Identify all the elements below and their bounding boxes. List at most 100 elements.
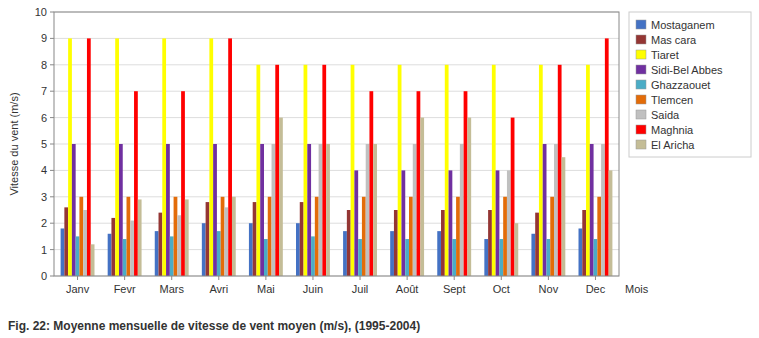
bar	[202, 223, 206, 276]
y-tick	[50, 64, 54, 65]
bar	[369, 91, 373, 276]
bar	[535, 213, 539, 276]
x-tick	[218, 276, 219, 280]
bar	[586, 65, 590, 276]
series	[87, 38, 609, 276]
x-tick-label: Juin	[303, 283, 323, 295]
y-tick-label: 3	[41, 191, 47, 203]
series	[76, 231, 598, 276]
series	[72, 144, 594, 276]
legend-swatch	[636, 140, 646, 149]
y-tick	[50, 117, 54, 118]
legend: MostaganemMas caraTiaretSidi-Bel AbbesGh…	[629, 12, 751, 157]
bar	[445, 65, 449, 276]
y-tick	[50, 12, 54, 13]
bar	[594, 239, 598, 276]
bars	[61, 38, 613, 276]
bar	[119, 144, 123, 276]
bar	[91, 244, 95, 276]
x-tick-label: Août	[396, 283, 419, 295]
bar	[108, 234, 112, 276]
x-tick	[595, 276, 596, 280]
bar	[162, 38, 166, 276]
grid-line	[54, 117, 619, 118]
bar	[362, 197, 366, 276]
bar	[181, 91, 185, 276]
x-tick-label: Janv	[66, 283, 90, 295]
bar	[366, 144, 370, 276]
bar	[322, 65, 326, 276]
bar	[343, 231, 347, 276]
y-tick	[50, 144, 54, 145]
bar	[499, 239, 503, 276]
bar	[155, 231, 159, 276]
bar	[174, 197, 178, 276]
bar	[221, 197, 225, 276]
legend-label: Saida	[651, 109, 680, 121]
y-tick-label: 5	[41, 138, 47, 150]
bar	[582, 210, 586, 276]
bar	[554, 144, 558, 276]
bar	[351, 65, 355, 276]
x-tick-label: Juil	[352, 283, 369, 295]
bar	[304, 65, 308, 276]
grid-line	[54, 196, 619, 197]
series	[68, 38, 590, 276]
legend-label: Ghazzaouet	[651, 79, 710, 91]
chart-title: Fig. 22: Moyenne mensuelle de vitesse de…	[8, 319, 420, 333]
y-tick-label: 8	[41, 59, 47, 71]
y-tick	[50, 91, 54, 92]
bar	[260, 144, 264, 276]
bar	[206, 202, 210, 276]
bar	[326, 144, 330, 276]
bar	[315, 197, 319, 276]
bar	[272, 144, 276, 276]
bar	[417, 91, 421, 276]
bar	[213, 144, 217, 276]
bar	[79, 197, 83, 276]
bar	[492, 65, 496, 276]
grid-line	[54, 64, 619, 65]
bar	[249, 223, 253, 276]
x-tick-label: Dec	[586, 283, 606, 295]
bar	[558, 65, 562, 276]
bar	[562, 157, 566, 276]
legend-label: Sidi-Bel Abbes	[651, 64, 723, 76]
x-tick-label: Mai	[257, 283, 275, 295]
legend-label: Maghnia	[651, 124, 694, 136]
legend-swatch	[636, 125, 646, 134]
bar	[123, 239, 127, 276]
bar	[354, 170, 358, 276]
bar	[597, 197, 601, 276]
legend-swatch	[636, 20, 646, 29]
bar	[61, 228, 65, 276]
chart-container: 012345678910JanvFevrMarsAvriMaiJuinJuilA…	[0, 0, 759, 338]
bar	[531, 234, 535, 276]
legend-swatch	[636, 110, 646, 119]
legend-label: El Aricha	[651, 139, 695, 151]
bar	[177, 215, 181, 276]
bar	[460, 144, 464, 276]
x-tick	[77, 276, 78, 280]
chart-svg: 012345678910JanvFevrMarsAvriMaiJuinJuilA…	[0, 0, 759, 338]
y-axis-label: Vitesse du vent (m/s)	[8, 92, 20, 195]
x-axis-label: Mois	[625, 283, 649, 295]
bar	[605, 38, 609, 276]
bar	[405, 239, 409, 276]
bar	[420, 118, 424, 276]
bar	[401, 170, 405, 276]
y-tick-label: 10	[35, 6, 47, 18]
bar	[579, 228, 583, 276]
bar	[488, 210, 492, 276]
x-tick-label: Sept	[443, 283, 466, 295]
bar	[232, 197, 236, 276]
bar	[373, 144, 377, 276]
legend-swatch	[636, 35, 646, 44]
bar	[358, 239, 362, 276]
bar	[413, 144, 417, 276]
bar	[166, 144, 170, 276]
bar	[296, 223, 300, 276]
bar	[546, 239, 550, 276]
grid-line	[54, 91, 619, 92]
legend-box	[629, 12, 751, 157]
